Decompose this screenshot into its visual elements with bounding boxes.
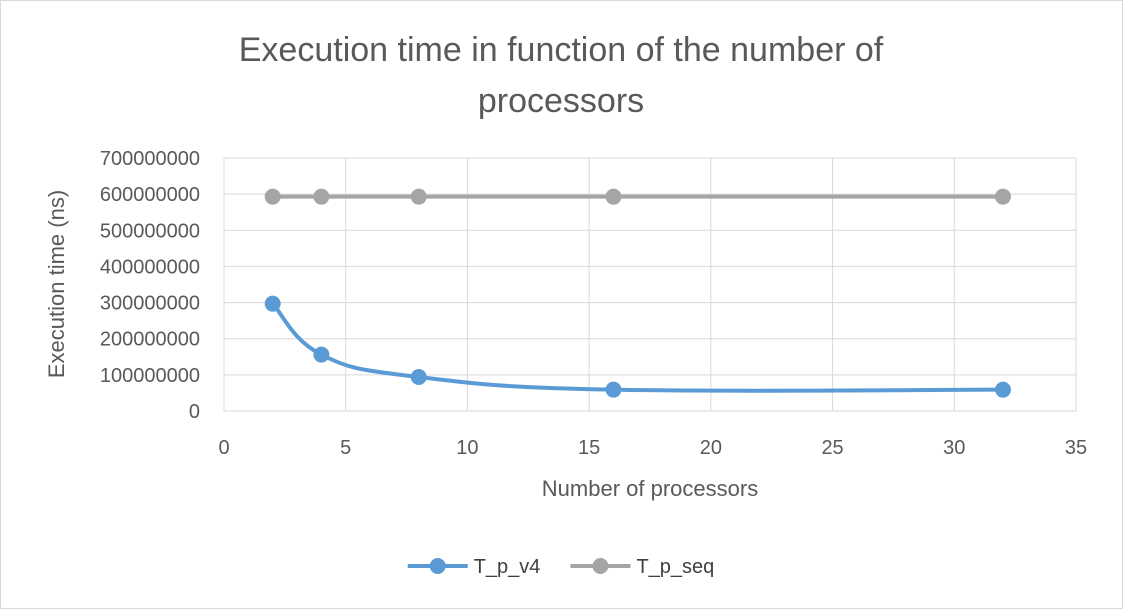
y-axis-title: Execution time (ns) [44, 190, 69, 378]
y-tick-label: 500000000 [100, 220, 200, 242]
series-layer [264, 188, 1011, 398]
chart-title: Execution time in function of the number… [239, 31, 884, 120]
data-point [994, 188, 1011, 205]
data-point [313, 188, 330, 205]
legend-swatch-marker [592, 558, 609, 574]
y-tick-label: 400000000 [100, 256, 200, 278]
legend-label: T_p_seq [636, 556, 714, 578]
data-point [410, 369, 427, 386]
data-point [994, 381, 1011, 398]
x-tick-label: 35 [1065, 437, 1087, 459]
legend-item: T_p_seq [570, 556, 714, 578]
chart-title-line-1: Execution time in function of the number… [239, 31, 884, 69]
x-tick-label: 10 [456, 437, 478, 459]
y-tick-label: 700000000 [100, 148, 200, 170]
y-tick-label: 300000000 [100, 293, 200, 315]
legend-item: T_p_v4 [407, 556, 541, 578]
series-T_p_seq [264, 188, 1011, 205]
x-tick-label: 25 [821, 437, 843, 459]
y-tick-label: 600000000 [100, 184, 200, 206]
y-tick-label: 0 [189, 401, 200, 423]
chart-title-line-2: processors [478, 82, 644, 120]
x-tick-label: 5 [340, 437, 351, 459]
y-axis-tick-labels: 0 100000000 200000000 300000000 400000000 500… [100, 148, 200, 423]
legend: T_p_v4 T_p_seq [407, 556, 714, 578]
data-point [410, 188, 427, 205]
data-point [605, 381, 622, 398]
x-tick-label: 0 [218, 437, 229, 459]
data-point [264, 295, 281, 312]
y-tick-label: 200000000 [100, 329, 200, 351]
y-tick-label: 100000000 [100, 365, 200, 387]
data-point [264, 188, 281, 205]
data-point [605, 188, 622, 205]
gridlines [223, 157, 1077, 412]
legend-label: T_p_v4 [474, 556, 541, 578]
series-T_p_v4 [264, 295, 1011, 398]
x-axis-tick-labels: 0 5 10 15 20 25 30 35 [218, 437, 1087, 459]
data-point [313, 346, 330, 363]
x-tick-label: 15 [578, 437, 600, 459]
legend-swatch-marker [429, 558, 446, 574]
series-line [270, 301, 1005, 393]
x-axis-title: Number of processors [542, 476, 758, 501]
x-tick-label: 30 [943, 437, 965, 459]
x-tick-label: 20 [700, 437, 722, 459]
